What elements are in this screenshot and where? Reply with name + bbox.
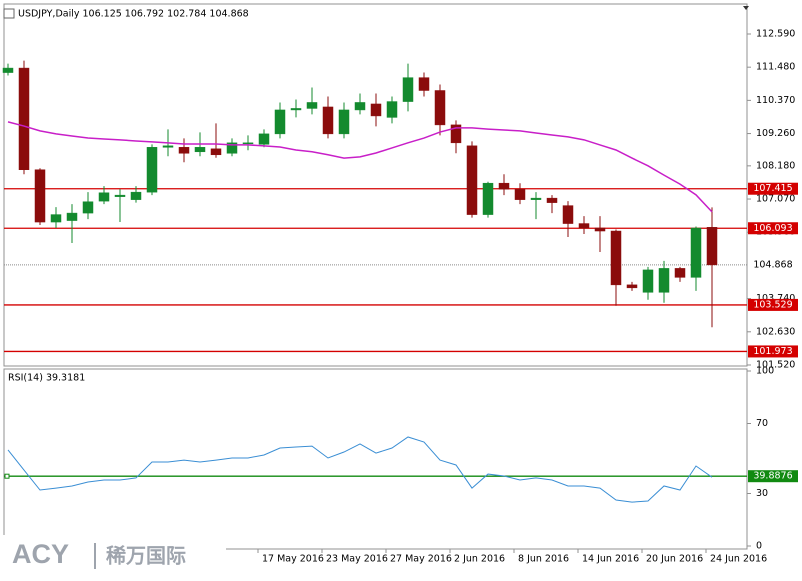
y-tick-label: 70 [756,418,768,429]
candle-body [98,192,110,202]
candle-body [594,227,606,232]
candle-body [50,214,62,223]
candle-body [194,147,206,153]
symbol-icon [3,8,15,19]
candle-body [466,145,478,215]
candle-body [482,182,494,215]
bid-label: 104.868 [753,259,792,270]
candle-body [578,223,590,229]
y-tick-label: 107.070 [756,194,795,205]
candle-body [690,227,702,278]
candle-body [498,182,510,190]
candle-body [2,67,14,73]
watermark-text: 稀万国际 [106,544,186,568]
candle-body [82,201,94,214]
x-tick-label: 20 Jun 2016 [646,554,703,565]
y-tick-label: 110.370 [756,95,795,106]
candle-body [370,103,382,117]
candle-body [338,109,350,135]
level-label-box [748,182,798,195]
watermark-bg [0,535,226,577]
main-panel [3,3,748,367]
candle-body [562,205,574,224]
moving-average [7,121,713,213]
candle-body [610,230,622,286]
candle-body [706,227,718,266]
candle-body [514,188,526,200]
rsi-title: RSI(14) 39.3181 [8,373,85,384]
level-label: 103.529 [753,299,792,310]
x-tick-label: 24 Jun 2016 [710,554,767,565]
candle-body [210,148,222,156]
y-tick-label: 108.180 [756,160,795,171]
candle-body [162,145,174,148]
candle-body [658,268,670,293]
level-label-box [748,298,798,311]
chart-header: USDJPY,Daily 106.125 106.792 102.784 104… [18,9,249,20]
candle-body [34,169,46,223]
candle-body [146,147,158,193]
candle-body [354,102,366,111]
candle-body [386,101,398,118]
y-tick-label: 102.630 [756,326,795,337]
candle-body [434,90,446,126]
x-tick-label: 2 Jun 2016 [454,554,505,565]
x-tick-label: 23 May 2016 [326,554,388,565]
candle-body [226,142,238,154]
y-tick-label: 109.260 [756,128,795,139]
x-tick-label: 17 May 2016 [262,554,324,565]
y-tick-label: 112.590 [756,28,795,39]
candle-body [258,133,270,145]
level-label-box [748,222,798,235]
level-label: 101.973 [753,346,792,357]
y-tick-label: 100 [756,365,774,376]
level-label: 39.8876 [753,471,792,482]
y-tick-label: 0 [756,541,762,552]
rsi-line [7,436,713,503]
candle-body [450,124,462,144]
candle-body [530,197,542,200]
level-label-box [748,470,798,483]
candle-body [626,284,638,289]
candle-body [322,106,334,135]
scroll-arrow [743,6,749,10]
rsi-panel [3,368,748,550]
level-label: 107.415 [753,183,792,194]
y-tick-label: 111.480 [756,62,795,73]
candle-body [178,147,190,154]
y-tick-label: 30 [756,488,768,499]
watermark-brand: ACY [12,539,69,569]
candle-body [546,197,558,203]
candle-body [66,212,78,221]
level-label: 106.093 [753,223,792,234]
candle-body [274,109,286,135]
y-tick-label: 103.740 [756,293,795,304]
level-handle [4,473,10,479]
candle-body [674,268,686,278]
candle-body [114,194,126,197]
candle-body [130,191,142,200]
candle-body [290,108,302,111]
candle-body [418,77,430,91]
candle-body [242,142,254,145]
x-tick-label: 8 Jun 2016 [518,554,569,565]
y-tick-label: 101.520 [756,359,795,370]
x-tick-label: 27 May 2016 [390,554,452,565]
level-label-box [748,345,798,358]
candle-body [402,77,414,102]
candle-body [306,102,318,109]
bid-label-box [748,258,798,271]
candle-body [642,269,654,293]
candle-body [18,67,30,170]
x-tick-label: 14 Jun 2016 [582,554,639,565]
